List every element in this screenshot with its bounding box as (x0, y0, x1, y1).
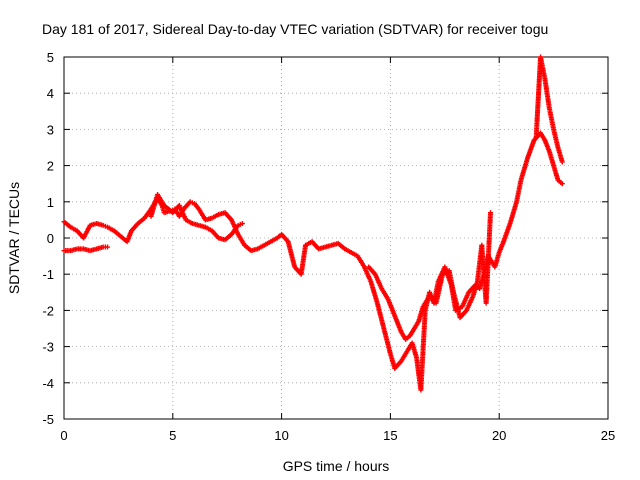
x-tick-label: 25 (601, 428, 615, 443)
x-tick-label: 10 (274, 428, 288, 443)
data-point (487, 210, 493, 216)
x-tick-label: 0 (60, 428, 67, 443)
x-tick-label: 5 (169, 428, 176, 443)
y-tick-label: 4 (47, 86, 54, 101)
data-point (559, 181, 565, 187)
axis-ticks (63, 56, 609, 420)
y-tick-label: -3 (42, 340, 54, 355)
x-tick-label: 20 (492, 428, 506, 443)
y-tick-label: 3 (47, 122, 54, 137)
y-tick-label: -2 (42, 303, 54, 318)
chart-title: Day 181 of 2017, Sidereal Day-to-day VTE… (42, 21, 548, 37)
y-axis-label: SDTVAR / TECUs (6, 182, 22, 294)
y-tick-label: 5 (47, 50, 54, 65)
y-tick-label: -5 (42, 412, 54, 427)
y-tick-label: 2 (47, 159, 54, 174)
data-point (239, 221, 245, 227)
data-point (559, 159, 565, 165)
x-tick-label: 15 (383, 428, 397, 443)
data-points (61, 54, 565, 393)
x-axis-label: GPS time / hours (283, 458, 390, 474)
y-tick-label: 1 (47, 195, 54, 210)
y-tick-label: -1 (42, 267, 54, 282)
y-tick-label: 0 (47, 231, 54, 246)
y-tick-label: -4 (42, 376, 54, 391)
data-point (105, 244, 111, 250)
axis-tick-labels: 0 5 10 15 20 25 -5 -4 -3 -2 -1 0 1 2 3 4 5 (42, 50, 615, 443)
grid-lines (64, 57, 608, 419)
